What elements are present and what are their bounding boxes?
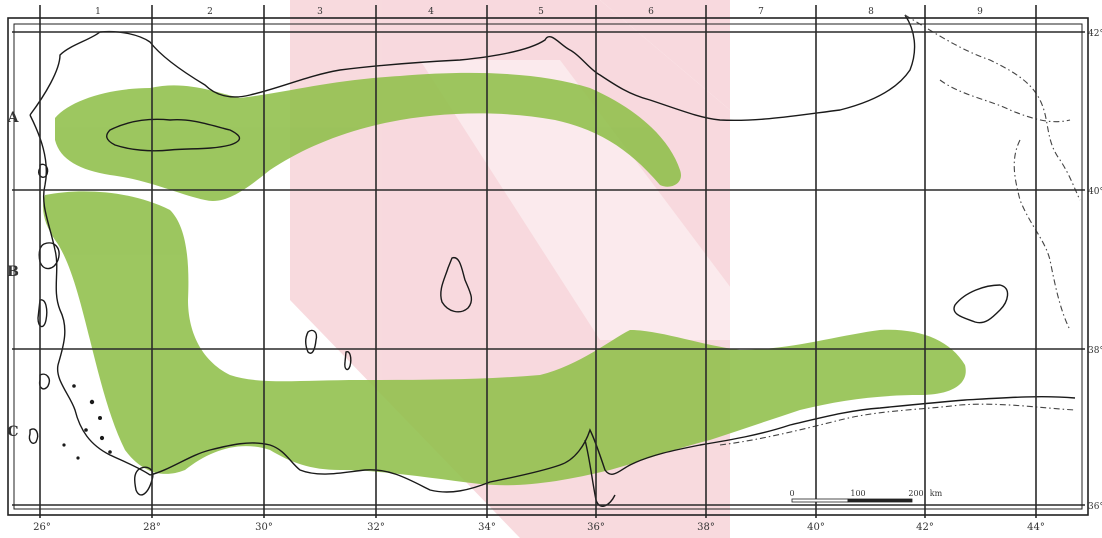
longitude-label: 40°: [807, 522, 825, 533]
mediterranean-coast: [149, 396, 1076, 493]
longitude-label: 32°: [367, 522, 385, 533]
island-dot: [62, 443, 66, 447]
column-label: 4: [428, 7, 434, 17]
map-frame: [7, 17, 1089, 516]
rhodes-island: [133, 466, 154, 496]
island-dot: [72, 384, 76, 388]
row-label: C: [7, 424, 18, 440]
longitude-label: 26°: [33, 522, 51, 533]
pink-overlay-stripe-light: [420, 60, 740, 340]
longitude-label: 36°: [587, 522, 605, 533]
country-borders: [719, 14, 1081, 446]
longitude-label: 38°: [697, 522, 715, 533]
row-label: A: [7, 110, 20, 126]
aegean-coast: [29, 114, 151, 476]
lake-tuz: [440, 256, 473, 313]
column-label: 8: [868, 7, 874, 17]
lake-van: [953, 284, 1009, 324]
island-dots: [62, 384, 112, 460]
row-label: B: [7, 264, 19, 280]
column-label: 6: [648, 7, 654, 17]
column-label: 3: [317, 7, 323, 17]
column-label: 1: [95, 7, 101, 17]
lake-egirdir: [344, 351, 352, 371]
border-south-east: [719, 403, 1076, 446]
island-dot: [108, 450, 112, 454]
latitude-label: 42°: [1088, 29, 1102, 39]
row-labels: A B C: [7, 110, 20, 440]
island-dot: [76, 456, 80, 460]
scale-label-zero: 0: [789, 489, 794, 498]
pink-overlay-corner: [600, 0, 730, 110]
longitude-labels: 26° 28° 30° 32° 34° 36° 38° 40° 42° 44°: [33, 522, 1045, 533]
aegean-island-1: [37, 299, 48, 328]
scale-label-end: 200: [908, 489, 923, 498]
scale-label-unit: km: [930, 489, 943, 498]
border-east: [1013, 139, 1071, 331]
distribution-range: [43, 72, 966, 486]
coastline: [28, 14, 1076, 508]
gokceada-island: [37, 163, 49, 178]
grid-lines: [12, 5, 1085, 518]
latitude-label: 40°: [1088, 187, 1102, 197]
scale-bar: 0 100 200 km: [789, 489, 943, 503]
latitude-label: 36°: [1088, 502, 1102, 512]
longitude-label: 44°: [1027, 522, 1045, 533]
column-labels: 1 2 3 4 5 6 7 8 9: [95, 7, 983, 17]
longitude-label: 30°: [255, 522, 273, 533]
column-label: 5: [538, 7, 544, 17]
column-label: 9: [977, 7, 983, 17]
frame-inner: [13, 23, 1083, 510]
column-label: 7: [758, 7, 764, 17]
distribution-north-band: [55, 72, 681, 201]
aegean-island-3: [28, 428, 39, 444]
longitude-label: 42°: [916, 522, 934, 533]
marmara-sea-coast: [106, 118, 241, 152]
island-dot: [84, 428, 88, 432]
latitude-label: 38°: [1088, 346, 1102, 356]
frame-outer: [7, 17, 1089, 516]
scale-bar-segment-2: [847, 498, 913, 503]
lake-beysehir: [305, 329, 318, 354]
scale-label-mid: 100: [850, 489, 865, 498]
distribution-south-west-band: [43, 191, 966, 486]
latitude-labels: 42° 40° 38° 36°: [1088, 29, 1102, 512]
scale-bar-segment-1: [791, 498, 849, 503]
island-dot: [89, 399, 95, 405]
longitude-label: 28°: [143, 522, 161, 533]
longitude-label: 34°: [478, 522, 496, 533]
black-sea-coast: [29, 14, 916, 122]
column-label: 2: [207, 7, 213, 17]
island-dot: [99, 435, 105, 441]
island-dot: [98, 416, 102, 420]
